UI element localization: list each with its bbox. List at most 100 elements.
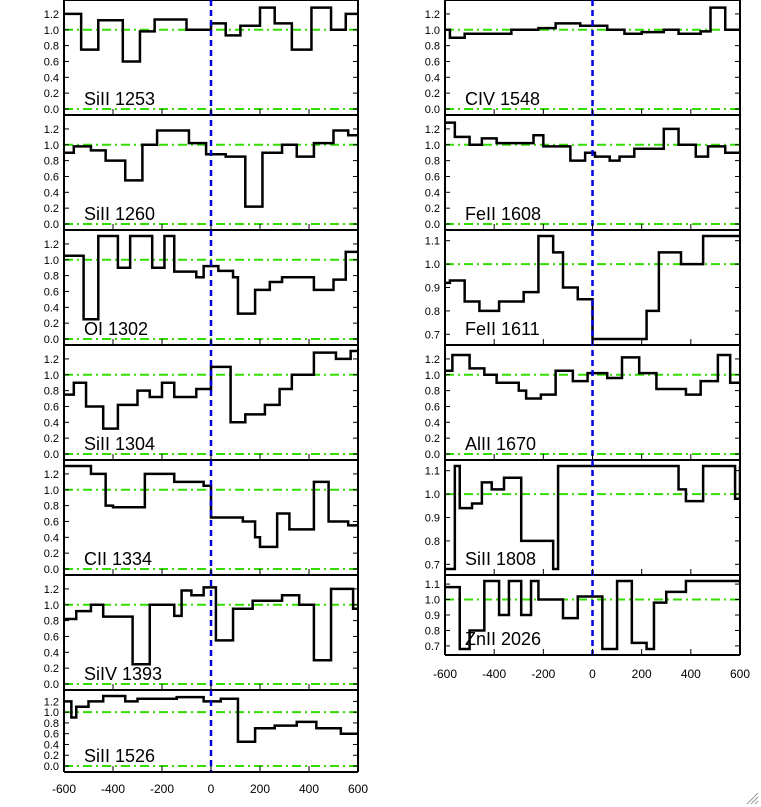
x-tick-label: -200	[150, 782, 174, 796]
y-tick-label: 0.6	[425, 56, 440, 68]
y-tick-label: 0.8	[44, 616, 59, 628]
y-tick-label: 0.8	[425, 386, 440, 398]
panel-siii-1304: 0.0 0.2 0.4 0.6 0.8 1.0 1.2 SiII 1304	[44, 344, 358, 461]
y-tick-label: 0.0	[425, 219, 440, 231]
y-tick-label: 1.0	[44, 255, 59, 267]
x-tick-label: 0	[589, 667, 596, 681]
flux-histogram	[445, 121, 740, 162]
panel-label: AlII 1670	[465, 434, 536, 454]
y-tick-label: 0.2	[44, 663, 59, 675]
flux-histogram	[64, 694, 358, 744]
y-tick-label: 1.2	[44, 354, 59, 366]
flux-histogram	[64, 129, 358, 208]
y-tick-label: 1.0	[44, 25, 59, 37]
panel-label: SiII 1808	[465, 549, 536, 569]
y-tick-label: 0.4	[44, 302, 59, 314]
flux-histogram	[445, 234, 740, 341]
y-tick-label: 0.9	[425, 283, 440, 295]
y-tick-label: 1.0	[425, 489, 440, 501]
panel-feii-1608: 0.0 0.2 0.4 0.6 0.8 1.0 1.2 FeII 1608	[425, 114, 740, 231]
y-tick-label: 0.6	[44, 56, 59, 68]
x-tick-label: -200	[531, 667, 555, 681]
y-tick-label: 0.7	[425, 559, 440, 571]
y-tick-label: 0.4	[44, 647, 59, 659]
y-tick-label: 0.0	[425, 104, 440, 116]
panel-label: SiIV 1393	[84, 664, 162, 684]
y-tick-label: 0.0	[44, 761, 59, 773]
y-tick-label: 1.0	[425, 370, 440, 382]
x-tick-label: 0	[208, 782, 215, 796]
y-tick-label: 0.2	[44, 318, 59, 330]
y-tick-label: 0.4	[425, 187, 440, 199]
y-tick-label: 0.4	[425, 417, 440, 429]
y-tick-label: 1.0	[44, 370, 59, 382]
y-tick-label: 1.2	[44, 239, 59, 251]
y-tick-label: 0.0	[425, 449, 440, 461]
y-tick-label: 1.2	[44, 9, 59, 21]
y-tick-label: 0.2	[425, 203, 440, 215]
y-tick-label: 0.6	[44, 631, 59, 643]
y-tick-label: 1.1	[425, 579, 440, 591]
y-tick-label: 1.0	[425, 259, 440, 271]
y-tick-label: 0.2	[425, 88, 440, 100]
panel-siii-1260: 0.0 0.2 0.4 0.6 0.8 1.0 1.2 SiII 1260	[44, 114, 358, 231]
y-tick-label: 0.6	[44, 171, 59, 183]
panel-label: FeII 1611	[465, 319, 540, 339]
x-tick-label: -400	[482, 667, 506, 681]
y-tick-label: 0.6	[425, 401, 440, 413]
x-tick-label: 200	[250, 782, 270, 796]
panel-feii-1611: 0.7 0.8 0.9 1.0 1.1 FeII 1611	[425, 229, 740, 341]
y-tick-label: 0.4	[425, 72, 440, 84]
y-tick-label: 1.2	[44, 696, 59, 708]
y-tick-label: 0.6	[425, 171, 440, 183]
panel-label: SiII 1253	[84, 89, 155, 109]
y-tick-label: 1.1	[425, 466, 440, 478]
x-tick-label: 400	[299, 782, 319, 796]
y-tick-label: 1.2	[425, 9, 440, 21]
y-tick-label: 0.0	[44, 679, 59, 691]
y-tick-label: 0.0	[44, 334, 59, 346]
y-tick-label: 0.2	[44, 750, 59, 762]
y-tick-label: 1.0	[425, 595, 440, 607]
y-tick-label: 1.2	[44, 584, 59, 596]
flux-histogram	[64, 349, 358, 430]
y-tick-label: 1.0	[44, 707, 59, 719]
y-tick-label: 0.6	[44, 286, 59, 298]
y-tick-label: 0.6	[44, 516, 59, 528]
y-tick-label: 0.4	[44, 532, 59, 544]
y-tick-label: 1.2	[425, 124, 440, 136]
y-tick-label: 1.2	[44, 124, 59, 136]
x-tick-label: -600	[433, 667, 457, 681]
flux-histogram	[64, 464, 358, 549]
panel-cii-1334: 0.0 0.2 0.4 0.6 0.8 1.0 1.2 CII 1334	[44, 459, 358, 576]
y-tick-label: 0.0	[44, 564, 59, 576]
y-tick-label: 1.0	[44, 600, 59, 612]
y-tick-label: 0.8	[425, 306, 440, 318]
flux-histogram	[64, 234, 358, 321]
resize-grip-icon[interactable]	[745, 791, 759, 805]
panel-label: OI 1302	[84, 319, 148, 339]
y-tick-label: 0.2	[44, 548, 59, 560]
panel-label: CII 1334	[84, 549, 152, 569]
y-tick-label: 0.8	[425, 41, 440, 53]
y-tick-label: 0.4	[44, 417, 59, 429]
panel-siiv-1393: 0.0 0.2 0.4 0.6 0.8 1.0 1.2 SiIV 1393	[44, 574, 358, 691]
panel-alii-1670: 0.0 0.2 0.4 0.6 0.8 1.0 1.2 AlII 1670	[425, 344, 740, 461]
y-tick-label: 1.2	[44, 469, 59, 481]
x-tick-label: 200	[632, 667, 652, 681]
flux-histogram	[445, 579, 740, 651]
y-tick-label: 0.2	[44, 203, 59, 215]
y-tick-label: 0.4	[44, 72, 59, 84]
y-tick-label: 1.0	[425, 25, 440, 37]
y-tick-label: 0.6	[44, 401, 59, 413]
y-tick-label: 0.8	[425, 156, 440, 168]
y-tick-label: 0.4	[44, 739, 59, 751]
y-tick-label: 0.8	[44, 718, 59, 730]
y-tick-label: 0.0	[44, 449, 59, 461]
panel-civ-1548: 0.0 0.2 0.4 0.6 0.8 1.0 1.2 CIV 1548	[425, 0, 740, 116]
y-tick-label: 0.0	[44, 104, 59, 116]
y-tick-label: 1.0	[44, 140, 59, 152]
